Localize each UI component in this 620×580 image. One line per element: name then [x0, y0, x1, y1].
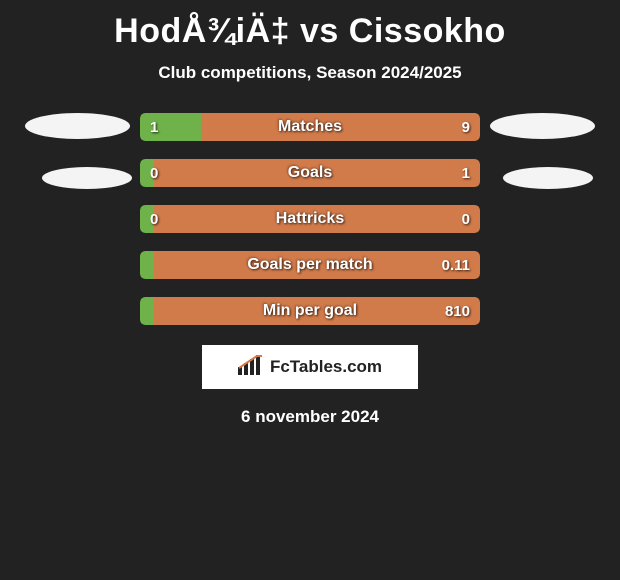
stat-row: Min per goal810 — [140, 297, 480, 325]
stat-bars: Matches19 Goals01 Hattricks00 Goals per mat… — [140, 113, 480, 325]
stat-bar-left — [140, 159, 154, 187]
stat-bar-left — [140, 297, 154, 325]
stats-area: Matches19 Goals01 Hattricks00 Goals per mat… — [0, 113, 620, 325]
chart-icon — [238, 355, 264, 380]
player-left-avatar-2 — [42, 167, 132, 189]
date-label: 6 november 2024 — [241, 407, 379, 427]
stat-row: Goals01 — [140, 159, 480, 187]
player-left-avatar-1 — [25, 113, 130, 139]
player-right-avatar-2 — [503, 167, 593, 189]
stat-bar-left — [140, 251, 154, 279]
stat-row: Hattricks00 — [140, 205, 480, 233]
stat-row: Goals per match0.11 — [140, 251, 480, 279]
stat-bar-right — [154, 159, 480, 187]
player-left-avatar-col — [15, 113, 140, 189]
stat-bar-right — [154, 205, 480, 233]
stat-bar-left — [140, 113, 201, 141]
player-right-avatar-1 — [490, 113, 595, 139]
stat-bar-right — [154, 251, 480, 279]
stat-row: Matches19 — [140, 113, 480, 141]
logo-label: FcTables.com — [270, 357, 382, 377]
stat-bar-right — [201, 113, 480, 141]
subtitle: Club competitions, Season 2024/2025 — [158, 63, 461, 83]
page-title: HodÅ¾iÄ‡ vs Cissokho — [114, 12, 506, 51]
logo-box[interactable]: FcTables.com — [202, 345, 418, 389]
stat-bar-left — [140, 205, 154, 233]
player-right-avatar-col — [480, 113, 605, 189]
stat-bar-right — [154, 297, 480, 325]
logo-text: FcTables.com — [238, 355, 382, 380]
